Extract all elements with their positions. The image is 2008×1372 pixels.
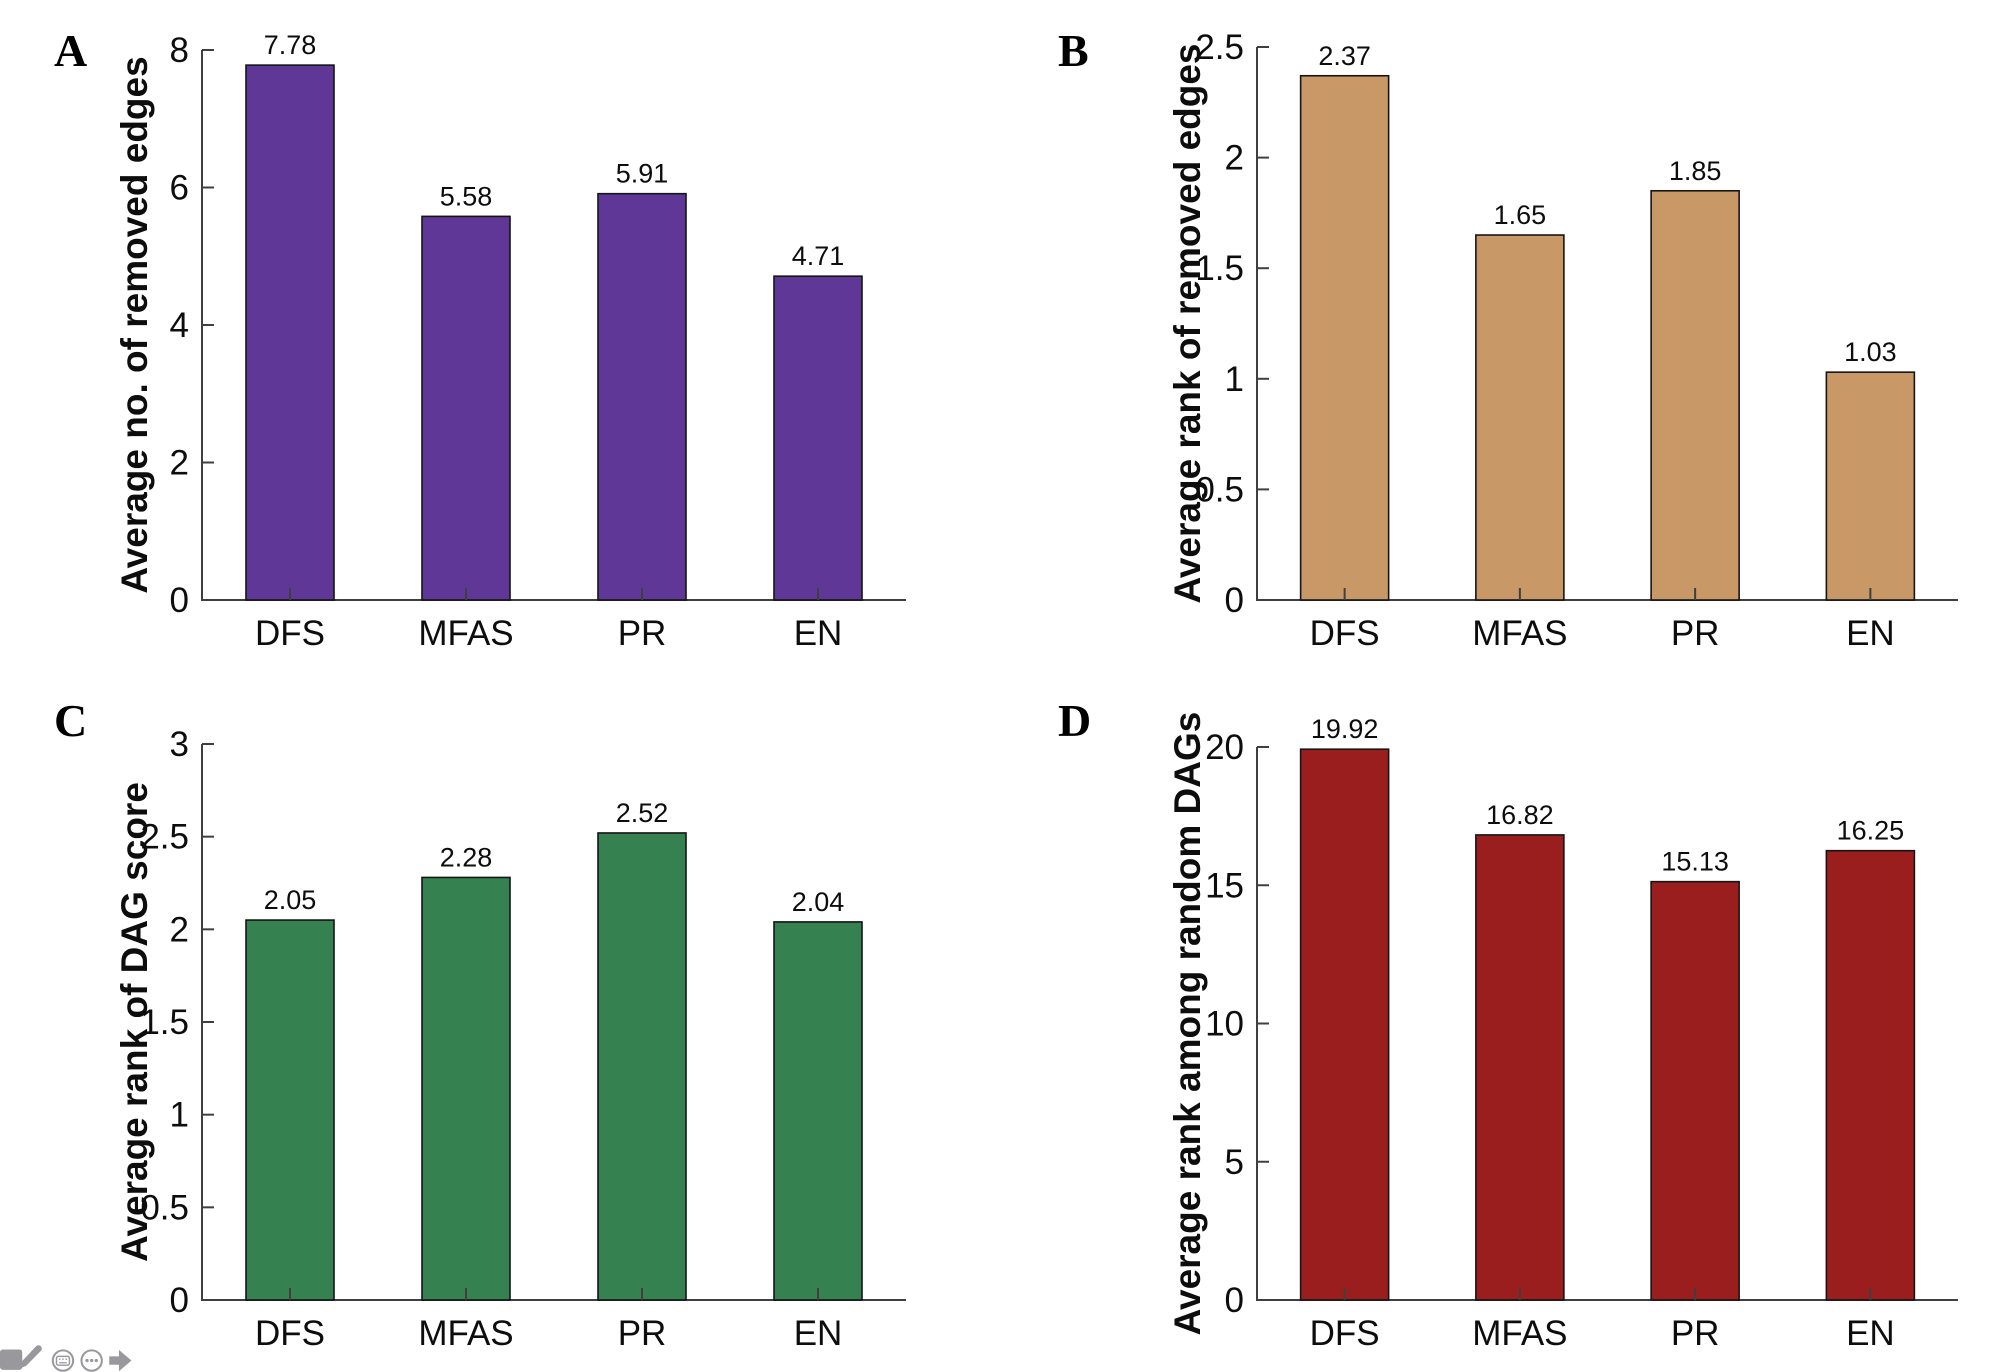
x-category-label: DFS [1310,1314,1380,1353]
y-tick-label: 2.5 [140,818,189,857]
y-tick-label: 15 [1205,866,1244,905]
x-category-label: EN [1846,1314,1895,1353]
keyboard-circle-icon[interactable] [51,1349,75,1372]
bar-value-label: 4.71 [792,241,845,271]
y-tick-label: 1 [1225,360,1244,399]
bar-MFAS [421,876,511,1301]
x-category-label: PR [618,614,667,653]
x-category-label: MFAS [1472,1314,1567,1353]
x-category-label: DFS [1310,614,1380,653]
x-category-label: MFAS [418,614,513,653]
y-axis-label: Average rank among random DAGs [1167,712,1208,1336]
y-tick-label: 2 [170,444,189,483]
y-tick-label: 1.5 [1195,249,1244,288]
x-category-label: EN [1846,614,1895,653]
y-tick-label: 2.5 [1195,28,1244,67]
bar-value-label: 5.91 [616,159,669,189]
bar-DFS [1299,74,1390,601]
y-tick-label: 3 [170,725,189,764]
x-category-label: PR [1671,1314,1720,1353]
y-tick-label: 6 [170,169,189,208]
bar-MFAS [421,215,511,601]
panel-letter-B: B [1058,25,1089,76]
y-tick-label: 2 [1225,139,1244,178]
bar-PR [597,192,687,601]
forward-arrow-icon[interactable] [109,1349,132,1372]
y-tick-label: 0 [170,581,189,620]
bar-DFS [1299,748,1390,1301]
y-tick-label: 1.5 [140,1003,189,1042]
x-category-label: MFAS [1472,614,1567,653]
x-category-label: PR [618,1314,667,1353]
y-axis-label: Average no. of removed edges [114,56,155,593]
x-category-label: EN [794,1314,843,1353]
markup-toolbar [0,1345,132,1372]
y-tick-label: 0.5 [1195,470,1244,509]
bar-MFAS [1475,234,1565,601]
x-category-label: EN [794,614,843,653]
bar-EN [773,275,863,601]
bar-PR [1650,189,1740,601]
bar-value-label: 15.13 [1661,847,1729,877]
y-tick-label: 0.5 [140,1188,189,1227]
bar-value-label: 2.05 [264,885,317,915]
more-options-icon[interactable] [80,1349,103,1372]
y-tick-label: 20 [1205,728,1244,767]
bar-value-label: 1.65 [1494,200,1547,230]
bar-EN [1825,849,1916,1301]
y-tick-label: 4 [170,306,189,345]
panel-letter-A: A [54,25,88,76]
clipped-box-icon[interactable] [0,1349,23,1370]
x-category-label: DFS [255,614,325,653]
bar-MFAS [1475,834,1565,1301]
bar-value-label: 19.92 [1311,714,1379,744]
y-tick-label: 8 [170,31,189,70]
y-axis-label: Average rank of DAG score [114,782,155,1262]
bar-value-label: 1.03 [1844,337,1897,367]
x-category-label: DFS [255,1314,325,1353]
bar-value-label: 2.28 [440,842,493,872]
bar-value-label: 2.37 [1318,41,1371,71]
bar-value-label: 2.52 [616,798,669,828]
y-tick-label: 5 [1225,1143,1244,1182]
x-category-label: MFAS [418,1314,513,1353]
y-tick-label: 0 [170,1281,189,1320]
panel-letter-D: D [1058,695,1092,746]
bar-PR [1650,880,1740,1301]
y-tick-label: 2 [170,910,189,949]
bar-DFS [245,64,335,601]
bar-EN [1825,371,1916,601]
bar-value-label: 1.85 [1669,156,1722,186]
y-tick-label: 10 [1205,1005,1244,1044]
y-axis-label: Average rank of removed edges [1167,43,1208,603]
bar-DFS [245,919,335,1301]
y-tick-label: 1 [170,1096,189,1135]
x-category-label: PR [1671,614,1720,653]
bar-PR [597,832,687,1301]
pencil-icon[interactable] [19,1345,42,1369]
bar-value-label: 16.25 [1837,816,1905,846]
y-tick-label: 0 [1225,581,1244,620]
bar-value-label: 2.04 [792,887,845,917]
bar-value-label: 5.58 [440,181,493,211]
bar-EN [773,921,863,1301]
panel-letter-C: C [54,695,88,746]
y-tick-label: 0 [1225,1281,1244,1320]
bar-value-label: 7.78 [264,30,317,60]
bar-value-label: 16.82 [1486,800,1554,830]
